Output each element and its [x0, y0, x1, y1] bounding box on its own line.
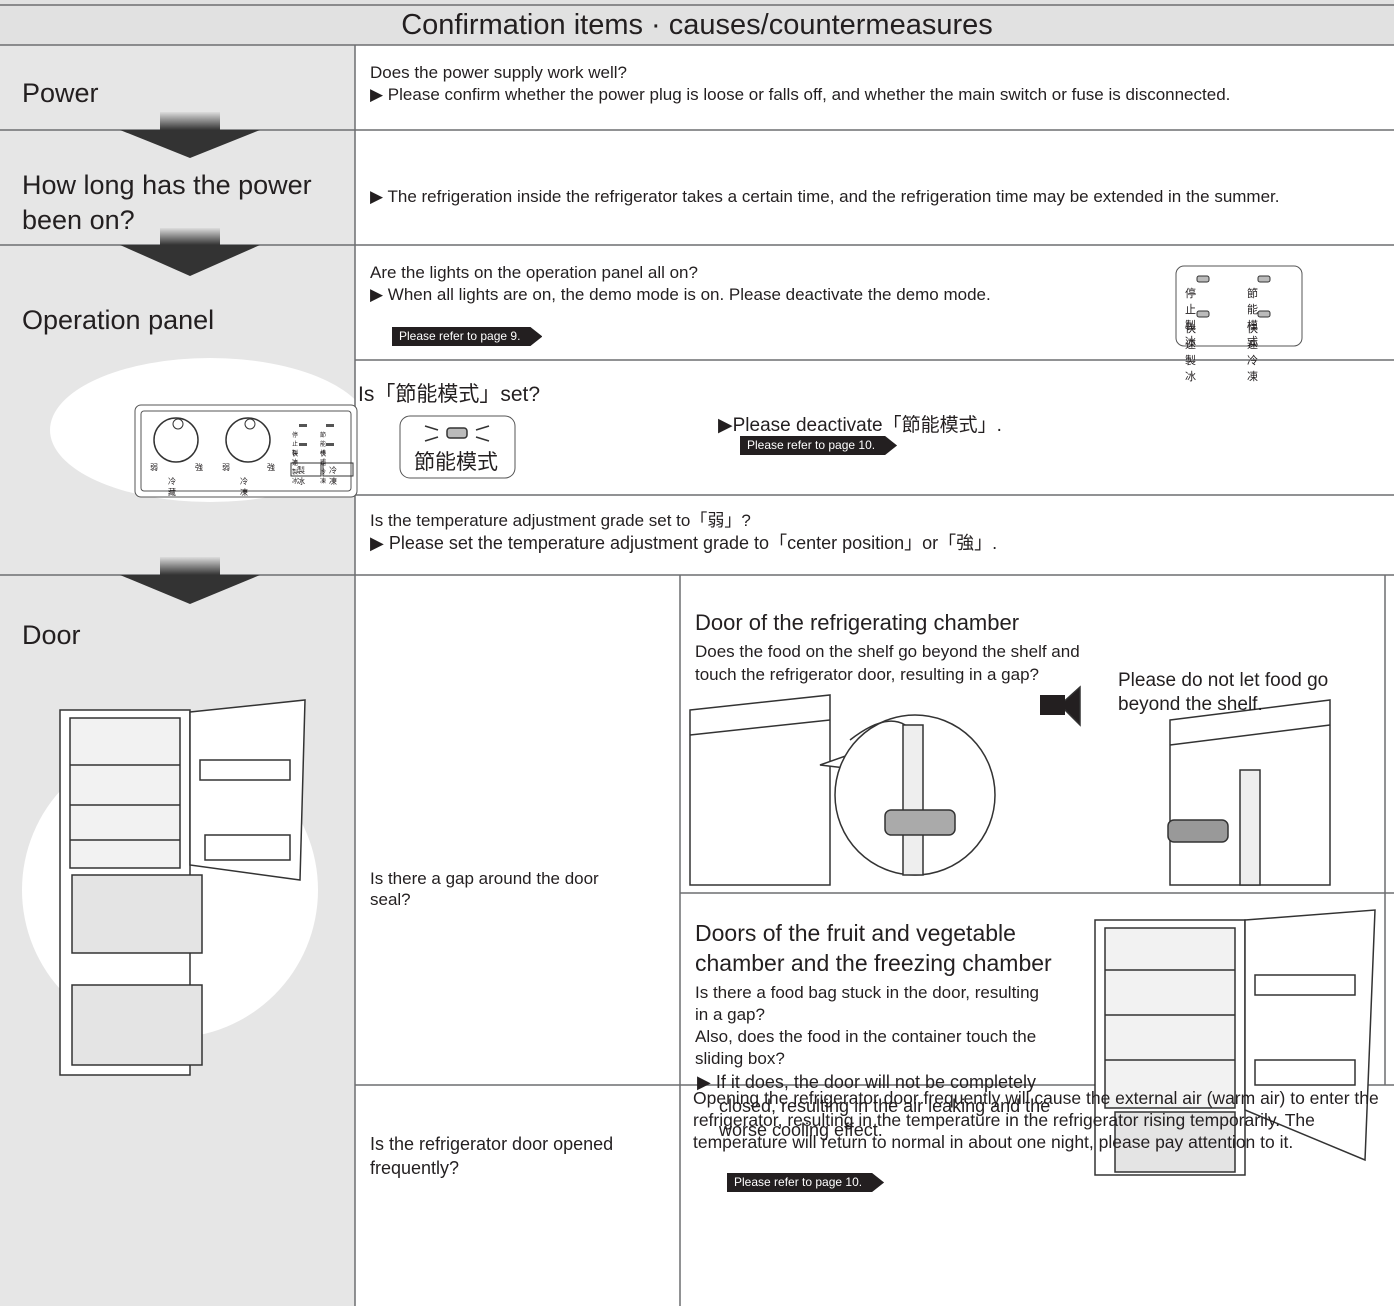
panel-label: 弱	[150, 463, 158, 472]
step-label: How long has the power been on?	[22, 170, 312, 235]
answer: ▶ If it does, the door will not be compl…	[697, 1072, 1051, 1140]
panel-label: 停止製冰	[292, 433, 299, 466]
indicator: 節能模式	[414, 451, 498, 474]
panel-label: 製冰	[297, 466, 305, 486]
indicator: 快速製冰	[1185, 323, 1196, 383]
panel-label: 冷凍	[240, 477, 248, 497]
case-heading: Doors of the fruit and vegetable chamber…	[695, 920, 1052, 976]
question: Does the power supply work well?	[370, 63, 628, 82]
page-reference: Please refer to page 10.	[740, 436, 897, 455]
case-text: Does the food on the shelf go beyond the…	[695, 642, 1080, 684]
answer: Opening the refrigerator door frequently…	[693, 1088, 1379, 1152]
question: Is there a gap around the door seal?	[370, 869, 599, 909]
panel-label: 節能模式	[320, 433, 327, 466]
case-solution: Please do not let food go beyond the she…	[1118, 670, 1329, 715]
indicator: 節能模式	[1247, 288, 1258, 348]
case-heading: Door of the refrigerating chamber	[695, 610, 1020, 635]
panel-label: 弱	[222, 463, 230, 472]
answer: ▶ The refrigeration inside the refrigera…	[370, 187, 1280, 206]
case-text: Is there a food bag stuck in the door, r…	[695, 983, 1039, 1024]
page-reference: Please refer to page 10.	[727, 1173, 884, 1192]
question: Is the temperature adjustment grade set …	[370, 511, 751, 530]
step-label: Power	[22, 78, 99, 108]
header-title: Confirmation items · causes/countermeasu…	[401, 9, 993, 41]
case-text: Also, does the food in the container tou…	[695, 1027, 1037, 1068]
question: Is the refrigerator door opened frequent…	[370, 1134, 614, 1178]
panel-label: 強	[267, 463, 275, 472]
answer: ▶ When all lights are on, the demo mode …	[370, 285, 991, 304]
panel-label: 快速製冰	[292, 452, 299, 485]
panel-label: 強	[195, 463, 203, 472]
answer: ▶Please deactivate「節能模式」.	[718, 415, 1002, 436]
question: Are the lights on the operation panel al…	[370, 263, 698, 282]
answer: ▶ Please set the temperature adjustment …	[370, 533, 998, 553]
page-reference: Please refer to page 9.	[392, 327, 542, 346]
indicator: 停止製冰	[1185, 288, 1196, 348]
panel-label: 快速冷凍	[320, 452, 327, 485]
step-label: Door	[22, 620, 81, 650]
question: Is「節能模式」set?	[358, 383, 541, 406]
indicator: 快速冷凍	[1247, 323, 1258, 383]
panel-label: 冷藏	[168, 477, 176, 497]
step-label: Operation panel	[22, 305, 215, 335]
panel-label: 冷凍	[329, 466, 337, 486]
answer: ▶ Please confirm whether the power plug …	[370, 85, 1231, 104]
